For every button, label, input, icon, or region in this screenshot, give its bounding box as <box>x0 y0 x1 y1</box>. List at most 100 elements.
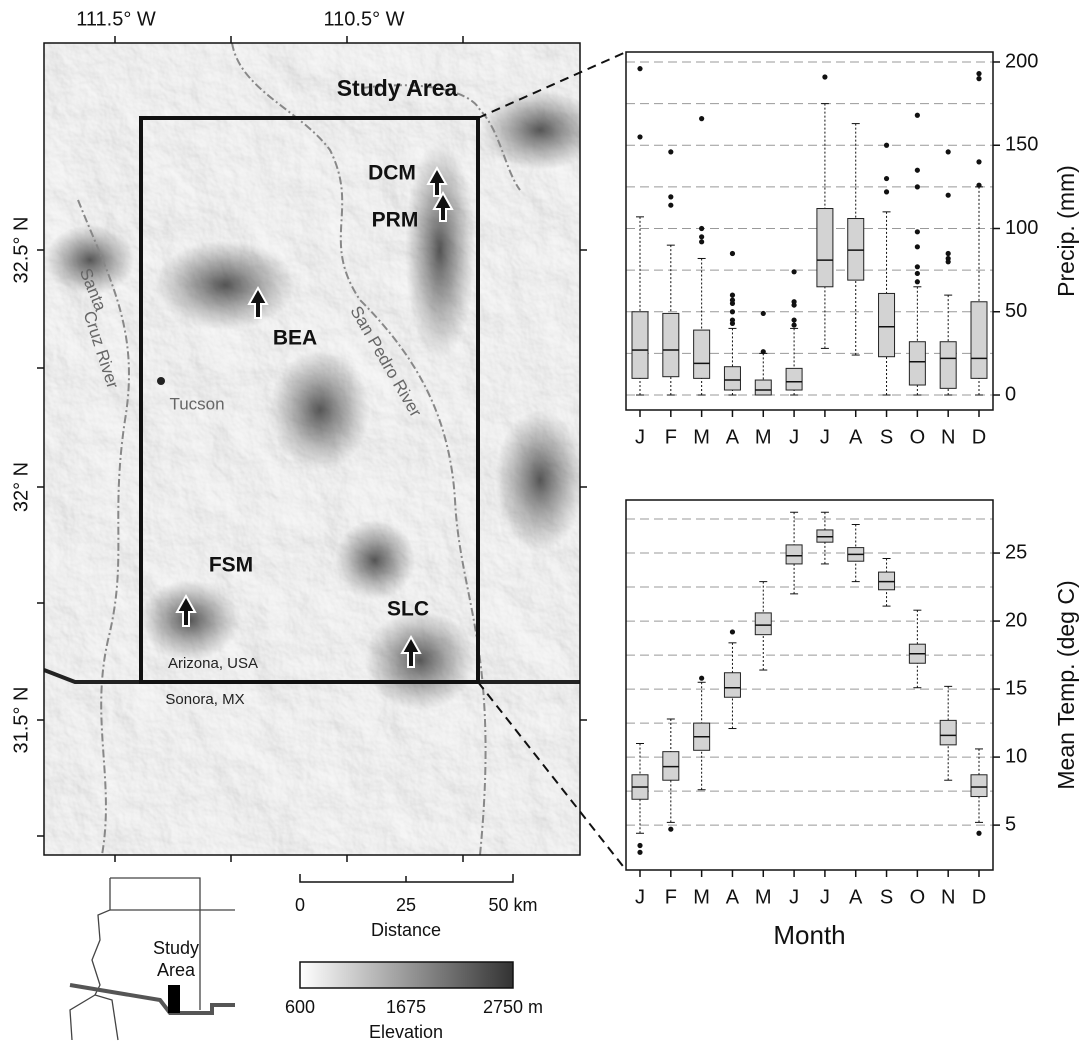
inset-border <box>70 985 235 1013</box>
x-tick-label: D <box>972 886 986 908</box>
x-tick-label: A <box>849 886 863 908</box>
inset-label: Study <box>153 938 199 958</box>
x-tick-label: J <box>635 886 645 908</box>
box <box>694 330 710 378</box>
outlier <box>699 676 704 681</box>
outlier <box>822 74 827 79</box>
outlier <box>730 293 735 298</box>
outlier <box>699 116 704 121</box>
x-tick-label: O <box>910 426 926 448</box>
x-tick-label: A <box>849 426 863 448</box>
y-tick-label: 5 <box>1005 813 1016 835</box>
outlier <box>976 831 981 836</box>
outlier <box>976 159 981 164</box>
box <box>879 293 895 356</box>
outlier <box>976 71 981 76</box>
outlier <box>791 317 796 322</box>
inset-map <box>70 878 235 1040</box>
outlier <box>637 843 642 848</box>
x-tick-label: A <box>726 426 740 448</box>
x-tick-label: J <box>820 426 830 448</box>
outlier <box>915 244 920 249</box>
box <box>755 380 771 395</box>
outlier <box>637 66 642 71</box>
box <box>971 302 987 379</box>
outlier <box>946 149 951 154</box>
x-tick-label: F <box>665 886 677 908</box>
inset-study-area <box>168 985 180 1013</box>
outlier <box>730 251 735 256</box>
box <box>724 367 740 390</box>
outlier <box>915 184 920 189</box>
lat-label: 32.5° N <box>10 217 32 284</box>
x-tick-label: O <box>910 886 926 908</box>
outlier <box>915 113 920 118</box>
x-tick-label: J <box>635 426 645 448</box>
box <box>632 312 648 379</box>
tucson-dot <box>157 377 165 385</box>
outlier <box>668 194 673 199</box>
site-label: FSM <box>209 554 253 577</box>
x-tick-label: S <box>880 886 893 908</box>
x-axis-label: Month <box>773 920 845 950</box>
scale-label: 50 km <box>488 895 537 915</box>
x-tick-label: J <box>789 886 799 908</box>
plot-frame <box>626 52 993 410</box>
site-label: PRM <box>372 209 419 232</box>
x-tick-label: A <box>726 886 740 908</box>
inset-label: Area <box>157 960 196 980</box>
box <box>940 342 956 389</box>
outlier <box>791 269 796 274</box>
x-tick-label: N <box>941 426 955 448</box>
x-tick-label: N <box>941 886 955 908</box>
site-label: DCM <box>368 162 416 185</box>
outlier <box>915 168 920 173</box>
box <box>755 613 771 635</box>
city-label: Tucson <box>169 394 224 413</box>
outlier <box>884 143 889 148</box>
outlier <box>761 311 766 316</box>
outlier <box>946 259 951 264</box>
scale-label: 25 <box>396 895 416 915</box>
outlier <box>915 271 920 276</box>
box <box>909 342 925 385</box>
outlier <box>791 322 796 327</box>
box <box>971 775 987 797</box>
figure: 111.5° W 110.5° W 32.5° N 32° N 31.5° N … <box>0 0 1089 1046</box>
y-tick-label: 150 <box>1005 134 1038 156</box>
outlier <box>730 301 735 306</box>
plot-frame <box>626 500 993 870</box>
box <box>786 545 802 564</box>
outlier <box>730 321 735 326</box>
box-chart: 510152025Mean Temp. (deg C)MonthJFMAMJJA… <box>626 500 1079 950</box>
box <box>817 209 833 287</box>
y-tick-label: 10 <box>1005 745 1027 767</box>
site-label: SLC <box>387 598 429 621</box>
y-tick-label: 25 <box>1005 541 1027 563</box>
lat-label: 31.5° N <box>10 687 32 754</box>
y-tick-label: 100 <box>1005 217 1038 239</box>
scale-label: 0 <box>295 895 305 915</box>
outlier <box>915 264 920 269</box>
outlier <box>637 134 642 139</box>
outlier <box>668 827 673 832</box>
outlier <box>761 349 766 354</box>
outlier <box>699 239 704 244</box>
outlier <box>699 226 704 231</box>
outlier <box>884 189 889 194</box>
box <box>786 368 802 390</box>
x-tick-label: S <box>880 426 893 448</box>
map: 111.5° W 110.5° W 32.5° N 32° N 31.5° N … <box>10 8 626 1041</box>
box <box>663 313 679 376</box>
x-tick-label: D <box>972 426 986 448</box>
outlier <box>730 629 735 634</box>
elevation-title: Elevation <box>369 1022 443 1042</box>
box <box>848 219 864 281</box>
outlier <box>668 149 673 154</box>
y-tick-label: 50 <box>1005 300 1027 322</box>
x-tick-label: M <box>693 886 710 908</box>
y-tick-label: 200 <box>1005 50 1038 72</box>
y-tick-label: 15 <box>1005 677 1027 699</box>
x-tick-label: F <box>665 426 677 448</box>
outlier <box>946 251 951 256</box>
